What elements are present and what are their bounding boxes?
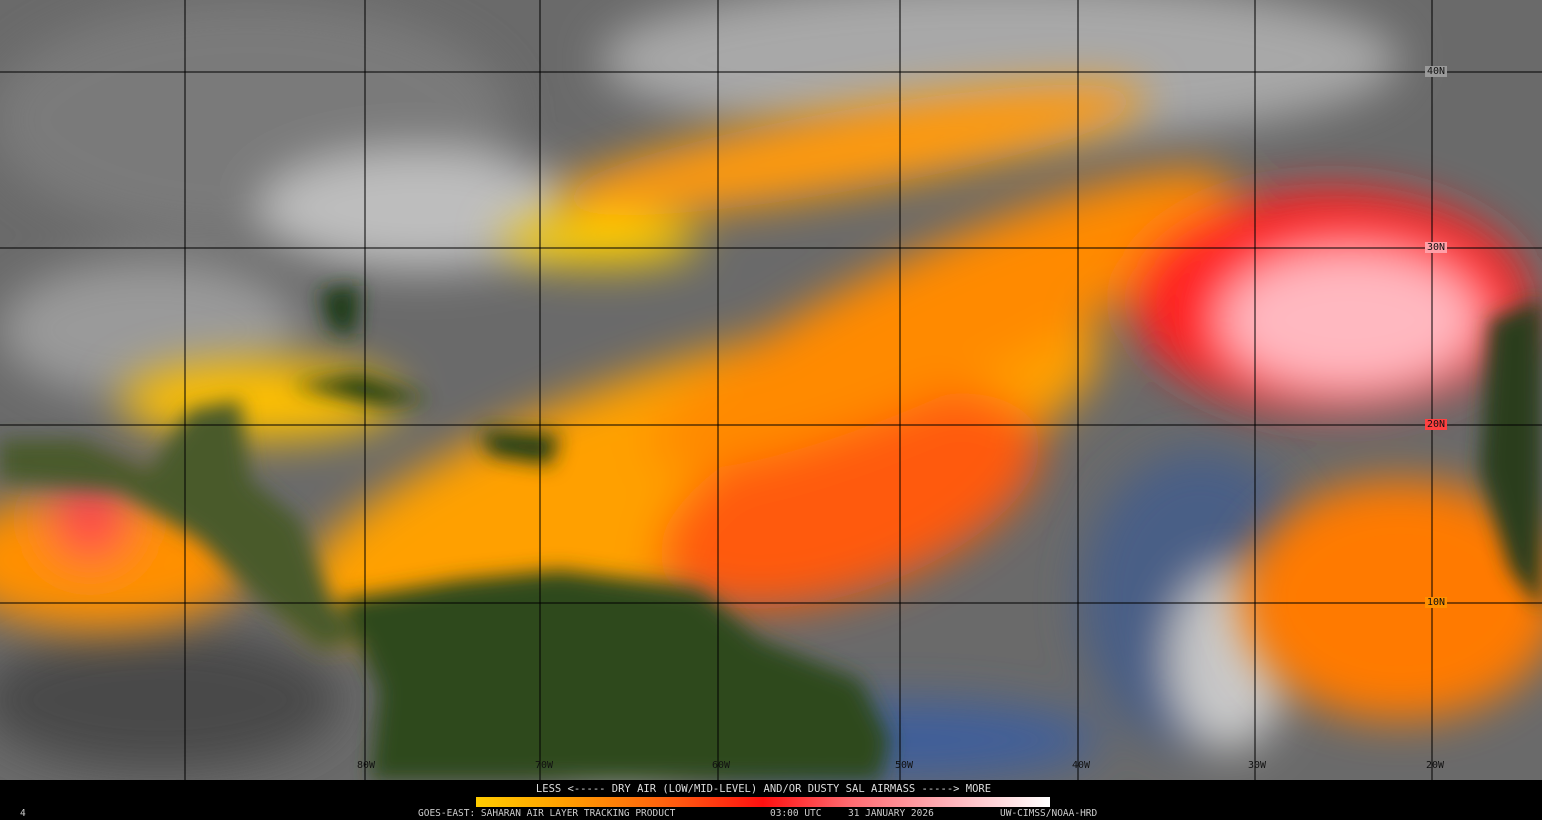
lat-label-40n: 40N: [1425, 66, 1448, 77]
map-imagery: [0, 0, 1542, 780]
lon-label-30w: 30W: [1248, 760, 1267, 771]
sal-airmass: [0, 84, 1542, 720]
lat-label-30n: 30N: [1425, 242, 1448, 253]
legend-title: LESS <----- DRY AIR (LOW/MID-LEVEL) AND/…: [535, 783, 992, 795]
footer-caption: 4 GOES-EAST: SAHARAN AIR LAYER TRACKING …: [0, 808, 1542, 820]
landmasses: [0, 285, 1542, 780]
lon-label-50w: 50W: [895, 760, 914, 771]
frame-index: 4: [20, 808, 26, 819]
lon-label-60w: 60W: [712, 760, 731, 771]
legend-color-bar: [476, 797, 1050, 807]
credit: UW-CIMSS/NOAA-HRD: [1000, 808, 1098, 819]
lon-label-20w: 20W: [1426, 760, 1445, 771]
time-stamp: 03:00 UTC: [770, 808, 822, 819]
date-stamp: 31 JANUARY 2026: [848, 808, 934, 819]
lat-lon-grid: [0, 0, 1542, 780]
lon-label-40w: 40W: [1072, 760, 1091, 771]
satellite-product: GOES-EAST: SAHARAN AIR LAYER TRACKING PR…: [418, 808, 676, 819]
lon-label-80w: 80W: [357, 760, 376, 771]
sal-satellite-map: 40N 30N 20N 10N 80W 70W 60W 50W 40W 30W …: [0, 0, 1542, 780]
lat-label-10n: 10N: [1425, 597, 1448, 608]
lon-label-70w: 70W: [535, 760, 554, 771]
lat-label-20n: 20N: [1425, 419, 1448, 430]
